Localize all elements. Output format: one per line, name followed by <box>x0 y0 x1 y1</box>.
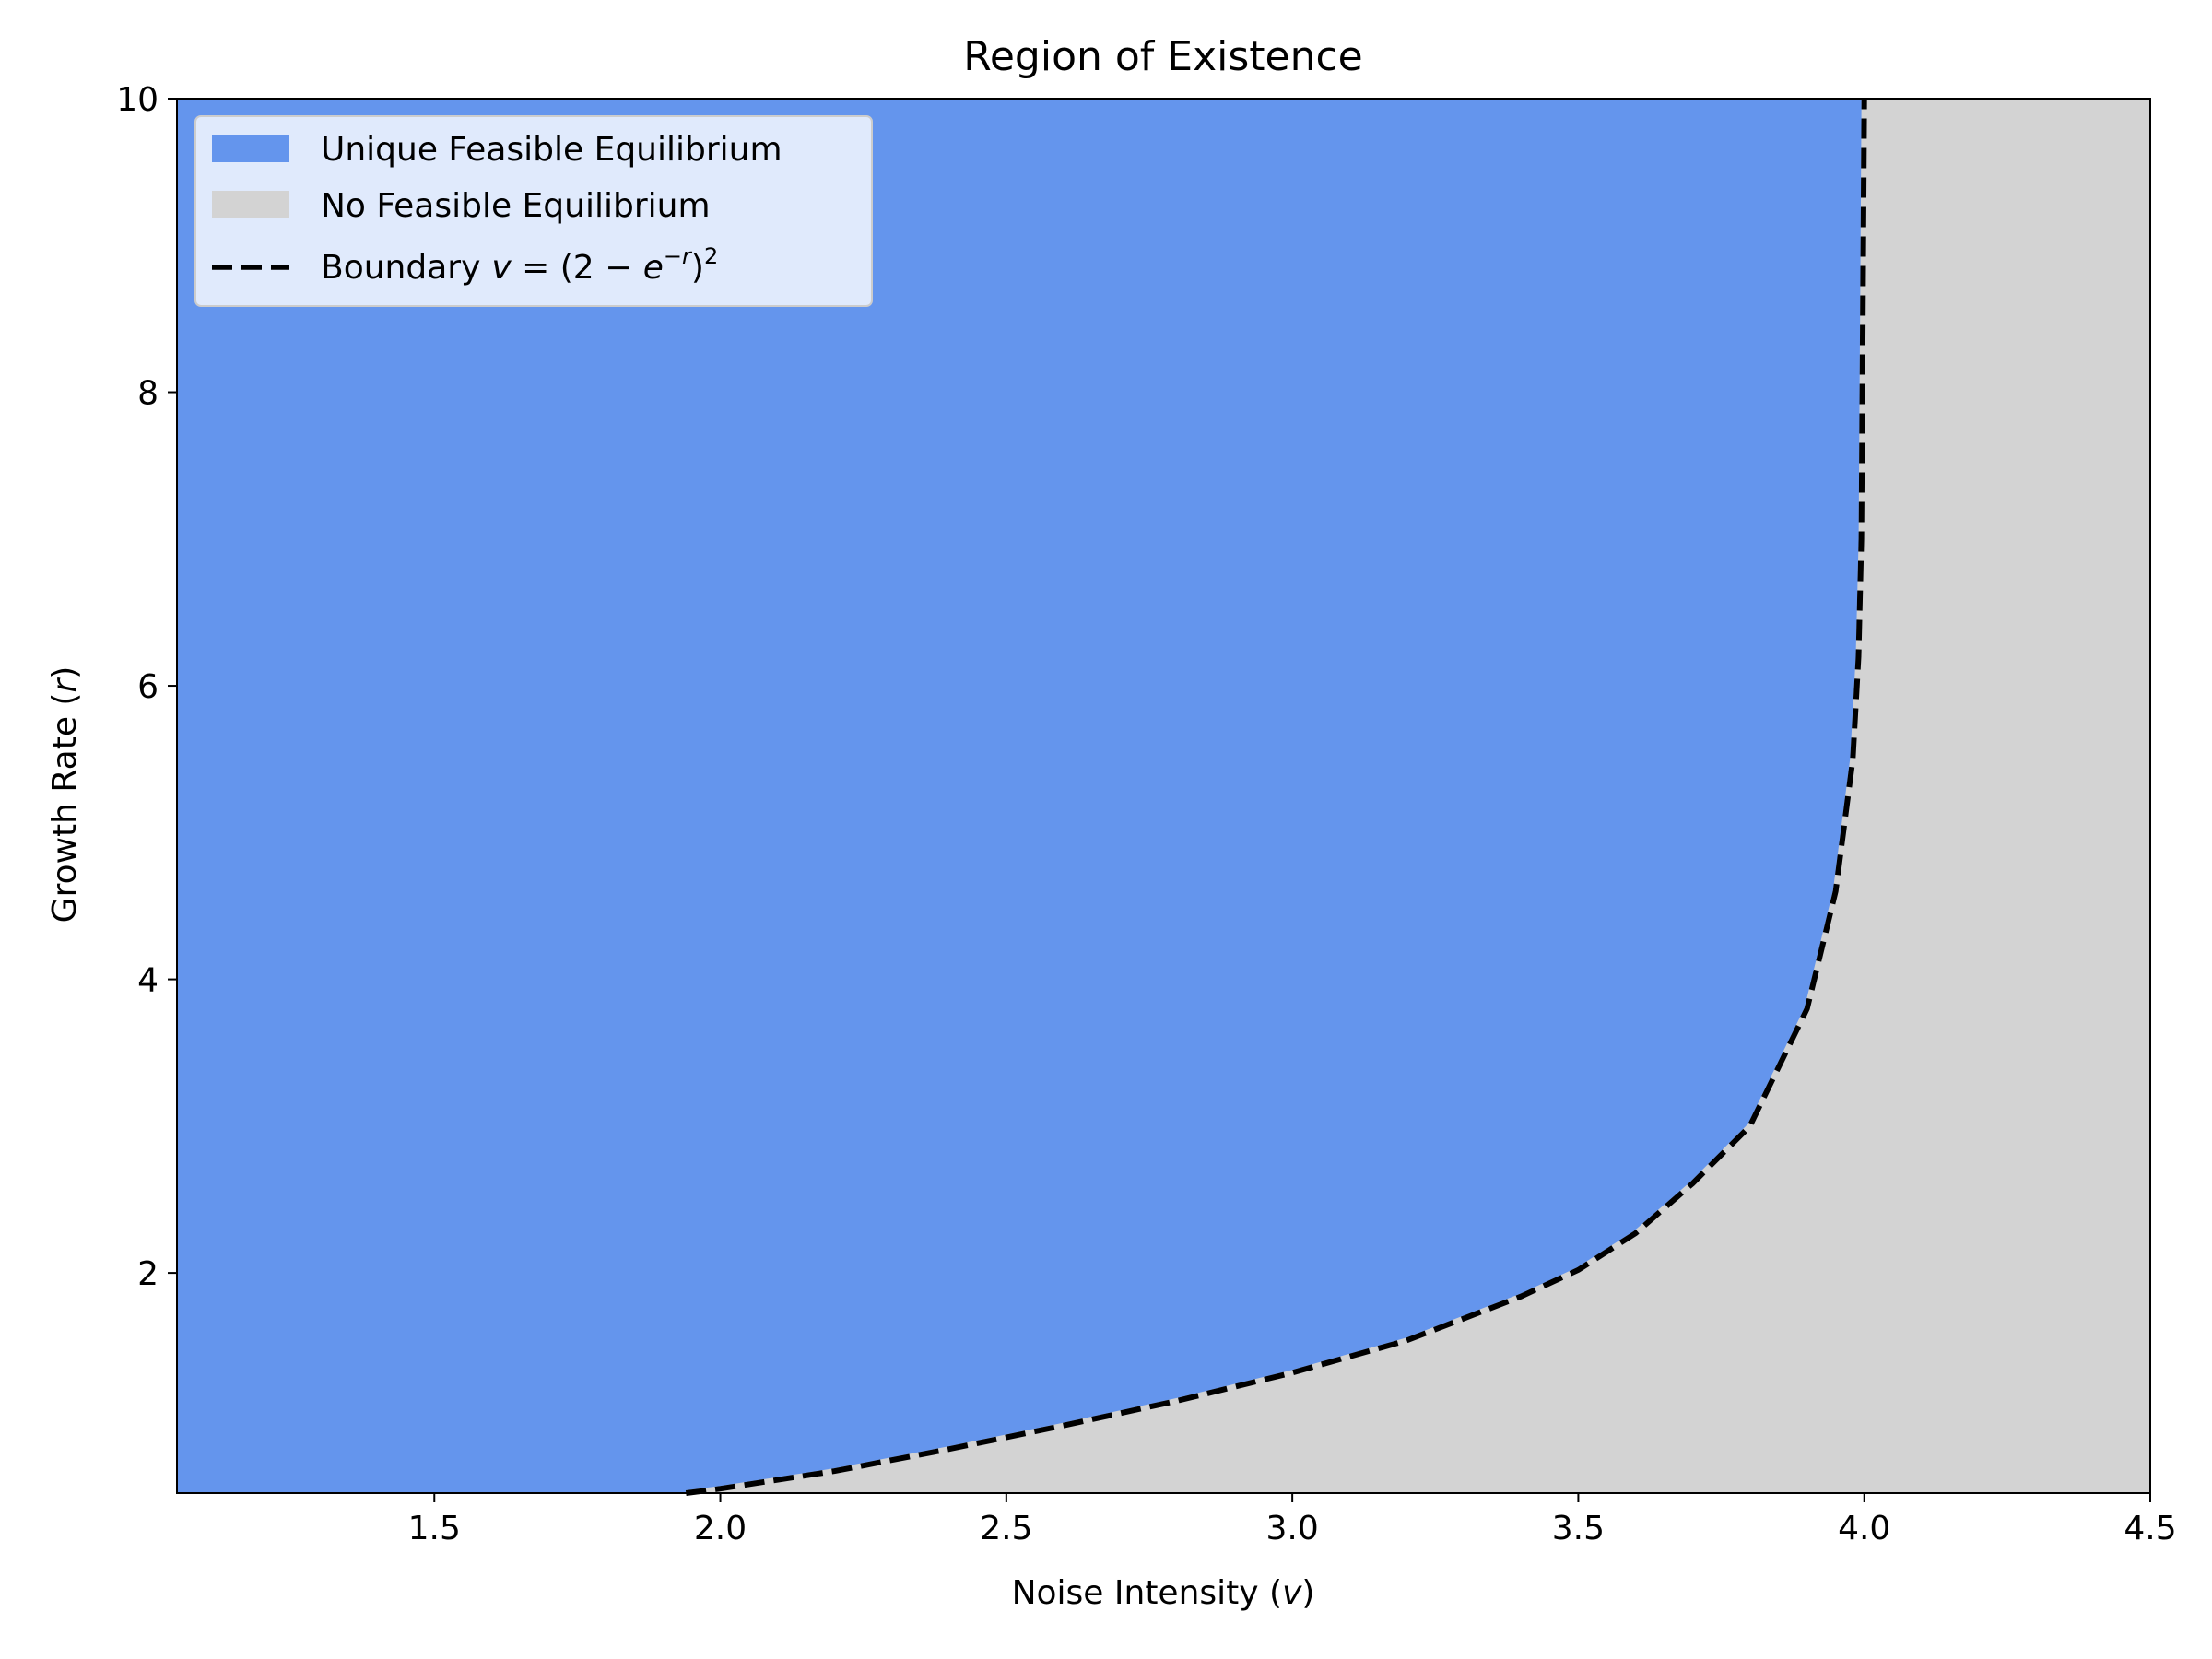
y-tick-label: 2 <box>137 1255 159 1293</box>
legend-label-unique: Unique Feasible Equilibrium <box>321 131 782 169</box>
x-tick-label: 2.5 <box>980 1510 1032 1547</box>
legend-box <box>194 115 873 307</box>
x-tick-label: 3.5 <box>1552 1510 1605 1547</box>
x-tick-label: 4.5 <box>2124 1510 2176 1547</box>
x-axis-label: Noise Intensity (v) <box>1012 1574 1315 1612</box>
boundary-layer <box>685 98 1867 1496</box>
legend-patch-unique <box>212 135 289 162</box>
legend: Unique Feasible Equilibrium No Feasible … <box>194 115 873 307</box>
x-tick-label: 4.0 <box>1838 1510 1890 1547</box>
region-no-feasible <box>686 99 2150 1493</box>
x-tick-label: 2.0 <box>694 1510 747 1547</box>
y-tick-label: 8 <box>137 375 159 413</box>
chart-title: Region of Existence <box>963 33 1362 80</box>
legend-label-none: No Feasible Equilibrium <box>321 187 711 225</box>
legend-label-boundary: Boundary v = (2 − e−r)2 <box>321 243 718 287</box>
y-tick-label: 4 <box>137 962 159 1000</box>
x-tick-label: 1.5 <box>408 1510 461 1547</box>
legend-patch-none <box>212 191 289 218</box>
region-fills <box>177 99 2150 1493</box>
plot-frame <box>176 98 2151 1494</box>
region-unique-feasible <box>177 99 1865 1493</box>
y-axis-label: Growth Rate (r) <box>46 666 84 924</box>
y-tick-label: 10 <box>116 81 159 119</box>
y-tick-label: 6 <box>137 668 159 706</box>
y-axis-ticks: 2 4 6 8 10 <box>116 81 177 1293</box>
x-axis-ticks: 1.5 2.0 2.5 3.0 3.5 4.0 4.5 <box>408 1493 2177 1547</box>
boundary-line <box>685 98 1867 1496</box>
x-tick-label: 3.0 <box>1265 1510 1318 1547</box>
